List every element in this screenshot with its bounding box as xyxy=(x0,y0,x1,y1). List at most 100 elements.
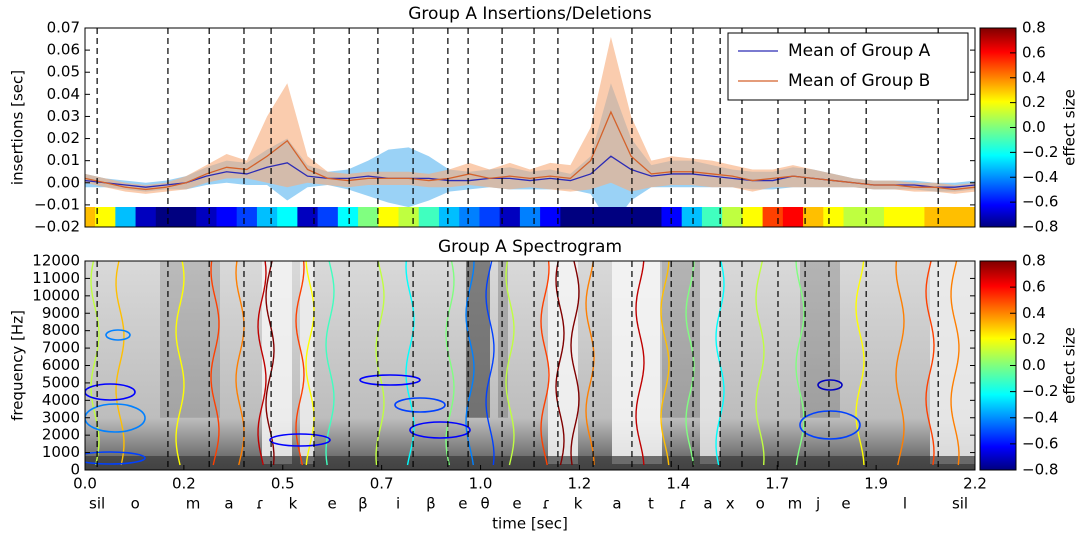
phoneme-label: θ xyxy=(481,495,490,513)
colorbar-tick-label: −0.4 xyxy=(1022,168,1058,186)
spectrogram-light xyxy=(612,261,662,464)
spectrogram-light xyxy=(700,261,720,464)
colorbar-tick-label: −0.6 xyxy=(1022,434,1058,452)
phoneme-label: m xyxy=(186,495,201,513)
effect-size-cell xyxy=(803,207,824,227)
effect-size-cell xyxy=(277,207,298,227)
effect-size-cell xyxy=(600,207,622,227)
y-tick-label: 5000 xyxy=(42,373,80,391)
contour xyxy=(540,261,550,466)
y-tick-label: 0 xyxy=(70,461,80,479)
contour xyxy=(375,261,385,466)
contour xyxy=(295,261,305,466)
y-tick-label: 0.01 xyxy=(47,151,80,169)
colorbar-tick-label: 0.0 xyxy=(1022,118,1046,136)
y-tick-label: 8000 xyxy=(42,321,80,339)
spectrogram-dark xyxy=(800,261,840,418)
mean-line xyxy=(85,110,975,191)
contour xyxy=(799,410,861,440)
effect-size-cell xyxy=(256,207,278,227)
x-tick-label: 1.0 xyxy=(469,475,493,493)
effect-size-cell xyxy=(85,207,96,227)
y-tick-label: 0.03 xyxy=(47,107,80,125)
x-tick-label: 1.2 xyxy=(568,475,592,493)
contour xyxy=(175,261,185,466)
phoneme-label: e xyxy=(512,495,521,513)
phoneme-label: a xyxy=(224,495,233,513)
phoneme-label: e xyxy=(328,495,337,513)
y-tick-label: 12000 xyxy=(32,252,80,270)
phoneme-label: o xyxy=(756,495,765,513)
effect-size-cell xyxy=(499,207,521,227)
effect-size-cell xyxy=(155,207,177,227)
phoneme-label: t xyxy=(648,495,654,513)
effect-size-cell xyxy=(438,207,460,227)
contour xyxy=(445,261,455,466)
legend-label: Mean of Group B xyxy=(788,71,930,91)
y-tick-label: 4000 xyxy=(42,391,80,409)
y-tick-label: −0.01 xyxy=(34,195,80,213)
colorbar-tick-label: −0.8 xyxy=(1022,218,1058,236)
contour xyxy=(359,374,421,386)
effect-size-cell xyxy=(641,207,663,227)
colorbar-tick-label: 0.4 xyxy=(1022,68,1046,86)
y-tick-label: 3000 xyxy=(42,408,80,426)
contour xyxy=(685,261,695,466)
effect-size-cell xyxy=(964,207,975,227)
contour xyxy=(755,261,765,466)
x-tick-label: 1.9 xyxy=(864,475,888,493)
y-tick-label: 0.07 xyxy=(47,19,80,37)
contour xyxy=(570,261,580,466)
effect-size-cell xyxy=(196,207,218,227)
effect-size-cell xyxy=(479,207,501,227)
contour xyxy=(85,451,146,465)
legend-box xyxy=(727,32,969,101)
effect-size-cell xyxy=(843,207,865,227)
x-tick-label: 1.7 xyxy=(765,475,789,493)
x-tick-label: 0.7 xyxy=(370,475,394,493)
contour xyxy=(950,261,960,466)
contour xyxy=(660,261,670,466)
effect-size-cell xyxy=(560,207,582,227)
x-tick-label: 2.2 xyxy=(963,475,987,493)
colorbar-tick-label: 0.4 xyxy=(1022,304,1046,322)
plot-area xyxy=(85,36,975,227)
phoneme-label: a xyxy=(703,495,712,513)
effect-size-cell xyxy=(701,207,723,227)
x-tick-label: 0.2 xyxy=(172,475,196,493)
phoneme-label: ɾ xyxy=(542,495,550,513)
effect-size-cell xyxy=(883,207,905,227)
effect-size-cell xyxy=(519,207,541,227)
y-tick-label: 1000 xyxy=(42,443,80,461)
effect-size-cell xyxy=(176,207,197,227)
colorbar-tick-label: −0.4 xyxy=(1022,408,1058,426)
colorbar-tick-label: 0.6 xyxy=(1022,278,1046,296)
phoneme-label: k xyxy=(574,495,583,513)
effect-size-cell xyxy=(216,207,238,227)
x-axis-label: time [sec] xyxy=(492,515,568,533)
contour xyxy=(895,261,905,466)
chart-title: Group A Insertions/Deletions xyxy=(408,4,652,24)
legend-label: Mean of Group A xyxy=(788,41,931,61)
spectrogram-dark xyxy=(498,261,508,418)
colorbar-tick-label: −0.6 xyxy=(1022,193,1058,211)
contour xyxy=(265,261,275,466)
phoneme-label: i xyxy=(396,495,400,513)
spectrogram-background xyxy=(85,261,975,470)
spectrogram-light xyxy=(262,261,292,464)
colorbar-tick-label: −0.2 xyxy=(1022,382,1058,400)
phoneme-label: ɾ xyxy=(256,495,264,513)
phoneme-label: ɾ xyxy=(679,495,687,513)
phoneme-label: k xyxy=(289,495,298,513)
phoneme-label: β xyxy=(426,495,436,513)
y-tick-label: 0.05 xyxy=(47,63,80,81)
colorbar-tick-label: 0.6 xyxy=(1022,43,1046,61)
y-axis-label: frequency [Hz] xyxy=(9,310,27,421)
colorbar-tick-label: 0.8 xyxy=(1022,252,1046,270)
spectrogram-light xyxy=(930,261,975,464)
effect-size-cell xyxy=(337,207,359,227)
y-tick-label: 0.06 xyxy=(47,41,80,59)
effect-size-cell xyxy=(621,207,642,227)
effect-size-cell xyxy=(580,207,602,227)
